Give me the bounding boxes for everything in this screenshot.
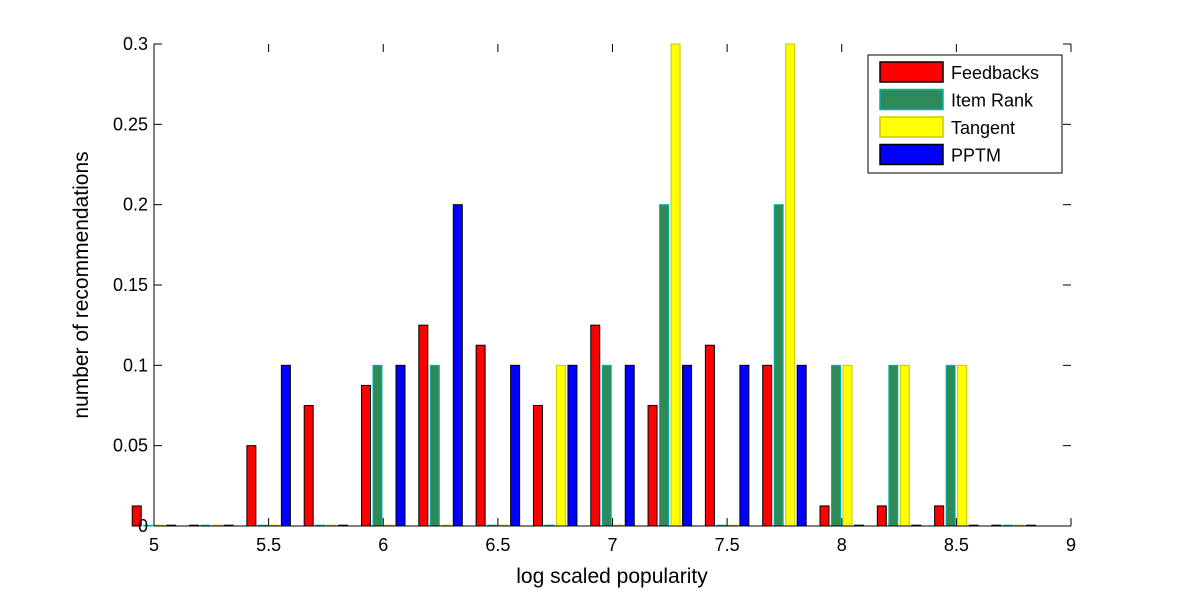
legend-swatch-item-rank <box>879 88 944 111</box>
bar-item-rank-12 <box>831 364 841 527</box>
x-tick-label: 5 <box>149 535 159 555</box>
bar-feedbacks-0 <box>131 505 142 527</box>
x-tick-label: 8.5 <box>944 535 969 555</box>
bar-feedbacks-7 <box>532 405 543 527</box>
x-tick-label: 6.5 <box>485 535 510 555</box>
x-tick-label: 9 <box>1066 535 1076 555</box>
x-tick-label: 8 <box>837 535 847 555</box>
y-tick-label: 0.05 <box>113 436 148 456</box>
bar-feedbacks-11 <box>762 364 773 527</box>
bar-pptm-9 <box>682 364 693 527</box>
bar-item-rank-4 <box>372 364 383 527</box>
bar-tangent-9 <box>670 43 681 527</box>
bar-pptm-10 <box>739 364 750 527</box>
x-tick-label: 5.5 <box>256 535 281 555</box>
bar-item-rank-0 <box>143 524 154 527</box>
legend-label-item-rank: Item Rank <box>951 91 1034 111</box>
y-axis-label: number of recommendations <box>70 151 93 418</box>
bar-feedbacks-10 <box>704 344 715 527</box>
legend-swatch-pptm <box>879 143 944 166</box>
bar-feedbacks-6 <box>475 344 486 527</box>
y-tick-label: 0.2 <box>123 195 148 215</box>
bar-item-rank-9 <box>659 204 670 527</box>
bar-feedbacks-8 <box>590 324 601 527</box>
x-tick-label: 7 <box>607 535 617 555</box>
bar-tangent-13 <box>899 364 910 527</box>
legend-swatch-tangent <box>879 116 944 138</box>
bar-feedbacks-14 <box>934 505 945 527</box>
bar-feedbacks-3 <box>303 405 314 527</box>
x-axis-label: log scaled popularity <box>516 565 708 588</box>
y-tick-label: 0.25 <box>113 114 148 134</box>
bar-feedbacks-4 <box>361 384 371 527</box>
bar-pptm-8 <box>624 364 635 527</box>
bar-tangent-14 <box>957 364 968 527</box>
bar-pptm-6 <box>510 364 521 527</box>
bar-item-rank-11 <box>773 204 784 527</box>
bar-feedbacks-9 <box>647 405 658 527</box>
legend-swatch-feedbacks <box>879 61 944 83</box>
y-tick-label: 0.1 <box>123 355 148 375</box>
bar-pptm-2 <box>280 364 291 527</box>
bar-tangent-7 <box>555 364 566 527</box>
x-tick-label: 6 <box>378 535 388 555</box>
bar-tangent-11 <box>785 43 796 527</box>
legend-label-tangent: Tangent <box>951 118 1015 138</box>
bar-item-rank-13 <box>888 364 899 527</box>
bar-feedbacks-12 <box>819 505 830 527</box>
legend-label-pptm: PPTM <box>951 146 1001 166</box>
y-tick-label: 0 <box>138 516 148 536</box>
bar-item-rank-14 <box>945 364 956 527</box>
bar-pptm-4 <box>395 364 406 527</box>
y-tick-label: 0.3 <box>123 34 148 54</box>
bar-pptm-11 <box>796 364 807 527</box>
bar-feedbacks-2 <box>246 445 257 527</box>
legend-label-feedbacks: Feedbacks <box>951 63 1039 83</box>
legend: Feedbacks Item Rank Tangent PPTM <box>867 54 1063 174</box>
x-tick-label: 7.5 <box>715 535 740 555</box>
x-ticks-group: 5 5.5 6 6.5 7 7.5 8 8.5 9 <box>149 44 1076 555</box>
bar-pptm-5 <box>452 204 463 527</box>
y-ticks-group: 0 0.05 0.1 0.15 0.2 0.25 0.3 <box>113 34 1071 536</box>
bar-feedbacks-13 <box>876 505 887 527</box>
bar-item-rank-8 <box>601 364 612 527</box>
y-tick-label: 0.15 <box>113 275 148 295</box>
bar-pptm-7 <box>567 364 578 527</box>
bar-tangent-12 <box>842 364 853 527</box>
bar-feedbacks-5 <box>418 324 429 527</box>
bar-item-rank-5 <box>429 364 440 527</box>
